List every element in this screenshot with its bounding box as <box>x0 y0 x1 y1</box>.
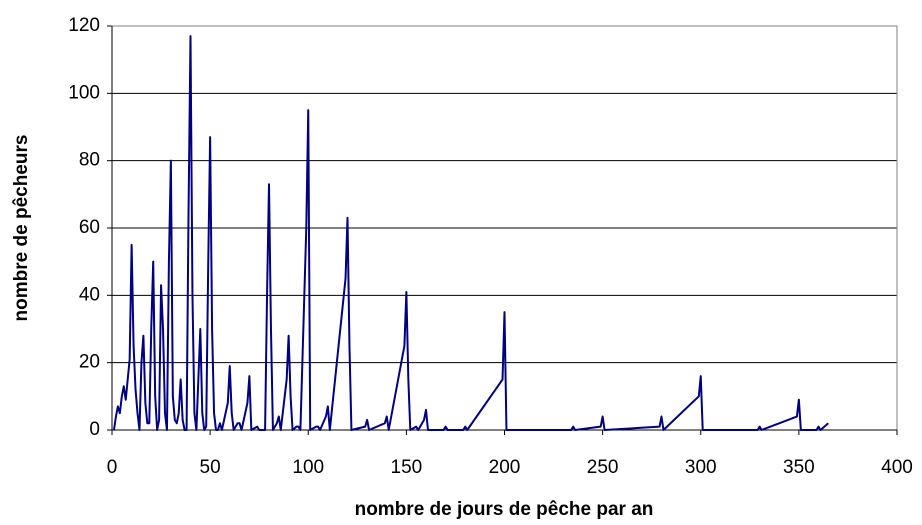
x-axis-title: nombre de jours de pêche par an <box>355 499 654 520</box>
y-tick-label: 40 <box>79 284 100 305</box>
x-tick-label: 50 <box>200 457 221 478</box>
x-tick-label: 0 <box>107 457 118 478</box>
y-tick-label: 120 <box>68 15 100 36</box>
y-tick-label: 0 <box>89 419 100 440</box>
x-tick-label: 100 <box>292 457 324 478</box>
x-tick-label: 300 <box>685 457 717 478</box>
x-tick-label: 350 <box>783 457 815 478</box>
y-tick-label: 20 <box>79 352 100 373</box>
y-axis-title: nombre de pêcheurs <box>11 135 32 322</box>
y-tick-label: 80 <box>79 150 100 171</box>
data-line <box>112 35 829 431</box>
x-tick-label: 200 <box>489 457 521 478</box>
x-tick-label: 150 <box>391 457 423 478</box>
x-tick-label: 250 <box>587 457 619 478</box>
x-tick-label: 400 <box>881 457 913 478</box>
y-tick-label: 60 <box>79 217 100 238</box>
y-tick-label: 100 <box>68 82 100 103</box>
